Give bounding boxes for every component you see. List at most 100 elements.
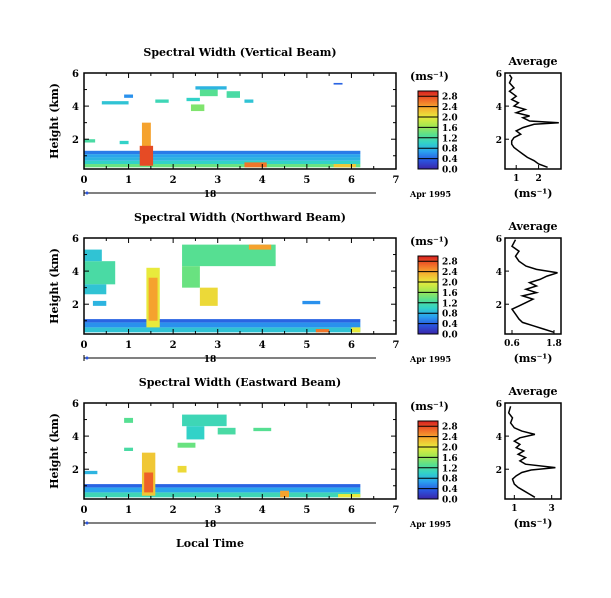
colorbar-tick-label: 2.4 <box>442 268 458 278</box>
heatmap-cell <box>177 465 187 473</box>
colorbar-tick-label: 0.0 <box>442 331 458 341</box>
heatmap-cell <box>244 99 254 103</box>
colorbar-tick-label: 2.0 <box>442 114 458 124</box>
heatmap-cell <box>92 300 107 306</box>
heatmap-cell <box>84 284 107 295</box>
heatmap-cell <box>190 104 205 112</box>
date-marker <box>85 356 89 360</box>
colorbar-tick-label: 2.8 <box>442 423 458 433</box>
heatmap-cells <box>84 414 361 498</box>
heatmap-cells <box>84 244 361 333</box>
profile-line <box>507 406 556 498</box>
heatmap-cell <box>124 94 134 98</box>
colorbar-tick-label: 1.2 <box>442 299 458 309</box>
y-axis-label: Height (km) <box>48 83 61 159</box>
heatmap-cell <box>84 157 361 161</box>
colorbar-tick-label: 2.4 <box>442 433 458 443</box>
profile-y-tick-label: 2 <box>496 466 502 476</box>
colorbar-tick-label: 1.2 <box>442 134 458 144</box>
colorbar-tick-label: 1.2 <box>442 464 458 474</box>
heatmap-cell <box>139 145 154 166</box>
y-tick-label: 2 <box>72 300 79 311</box>
heatmap-cell <box>338 494 361 498</box>
heatmap-cell <box>315 329 330 333</box>
y-tick-label: 6 <box>72 69 79 80</box>
profile-title: Average <box>507 385 557 398</box>
profile-y-tick-label: 6 <box>496 235 502 245</box>
heatmap-cell <box>186 97 200 102</box>
x-tick-label: 0 <box>81 175 88 186</box>
colorbar-tick-label: 0.4 <box>442 320 458 330</box>
colorbar-unit-label: (ms⁻¹) <box>410 70 449 83</box>
heatmap-cell <box>182 414 227 427</box>
date-marker <box>85 191 89 195</box>
chart-title: Spectral Width (Vertical Beam) <box>143 46 336 59</box>
heatmap-cell <box>84 319 361 323</box>
heatmap-cell <box>199 89 218 97</box>
heatmap-cell <box>333 164 356 168</box>
colorbar-tick-label: 2.0 <box>442 279 458 289</box>
profile-y-tick-label: 4 <box>496 103 502 113</box>
panel-2: Spectral Width (Northward Beam) 0 1 2 3 4 5 6 7 2… <box>48 211 562 365</box>
chart-title: Spectral Width (Eastward Beam) <box>139 376 341 389</box>
heatmap-cell <box>101 101 129 105</box>
colorbar-tick-label: 2.8 <box>442 93 458 103</box>
colorbar-tick-label: 0.4 <box>442 155 458 165</box>
colorbar-tick-label: 1.6 <box>442 454 458 464</box>
heatmap-cell <box>253 427 272 432</box>
x-tick-label: 2 <box>170 340 177 351</box>
y-tick-label: 4 <box>72 102 79 113</box>
heatmap-cell <box>84 249 102 262</box>
profile-x-tick-label: 1 <box>513 174 519 184</box>
heatmap-cell <box>302 300 321 305</box>
x-tick-label: 1 <box>125 505 132 516</box>
heatmap-cell <box>148 277 158 321</box>
colorbar-tick-label: 1.6 <box>442 289 458 299</box>
heatmap-cell <box>124 447 134 451</box>
heatmap-cell <box>177 442 196 448</box>
x-tick-label: 7 <box>393 505 400 516</box>
colorbar-tick-label: 2.0 <box>442 444 458 454</box>
x-tick-label: 4 <box>259 505 266 516</box>
panel-3: Spectral Width (Eastward Beam) 0 1 2 3 4 5 6 7 2 4… <box>48 376 562 550</box>
x-tick-label: 1 <box>125 175 132 186</box>
y-tick-label: 2 <box>72 135 79 146</box>
profile-y-tick-label: 4 <box>496 268 502 278</box>
colorbar-unit-label: (ms⁻¹) <box>410 235 449 248</box>
colorbar-tick-label: 0.8 <box>442 145 458 155</box>
heatmap-cell <box>84 487 361 493</box>
heatmap-cell <box>84 154 361 158</box>
y-tick-label: 2 <box>72 465 79 476</box>
x-tick-label: 4 <box>259 175 266 186</box>
heatmap-cell <box>182 266 200 288</box>
profile-panel: Average 2 4 6 1 2 (ms⁻¹) <box>496 55 562 200</box>
colorbar-tick-label: 1.6 <box>442 124 458 134</box>
profile-y-tick-label: 6 <box>496 400 502 410</box>
heatmap-cell <box>226 91 240 98</box>
heatmap-cell <box>155 99 169 103</box>
heatmap-cell <box>186 426 205 440</box>
x-tick-label: 0 <box>81 340 88 351</box>
heatmap-cell <box>84 470 98 475</box>
heatmap-cell <box>182 244 276 267</box>
panel-1: Spectral Width (Vertical Beam) 0 1 2 3 4 5 6 7 2 4… <box>48 46 562 200</box>
x-tick-label: 3 <box>214 505 221 516</box>
heatmap-cell <box>199 287 218 306</box>
heatmap-cell <box>124 417 134 423</box>
profile-title: Average <box>507 220 557 233</box>
profile-x-tick-label: 2 <box>535 174 541 184</box>
colorbar-tick-label: 0.0 <box>442 496 458 506</box>
x-tick-label: 4 <box>259 340 266 351</box>
x-tick-label: 6 <box>348 175 355 186</box>
x-tick-label: 2 <box>170 175 177 186</box>
heatmap-cell <box>333 82 343 85</box>
x-tick-label: 5 <box>303 175 310 186</box>
profile-y-tick-label: 2 <box>496 136 502 146</box>
heatmap-cell <box>119 140 129 145</box>
date-day-label: 18 <box>204 520 217 530</box>
y-tick-label: 6 <box>72 399 79 410</box>
colorbar-tick-label: 0.8 <box>442 475 458 485</box>
profile-line <box>508 74 559 169</box>
x-tick-label: 5 <box>303 340 310 351</box>
heatmap-cell <box>144 472 154 493</box>
